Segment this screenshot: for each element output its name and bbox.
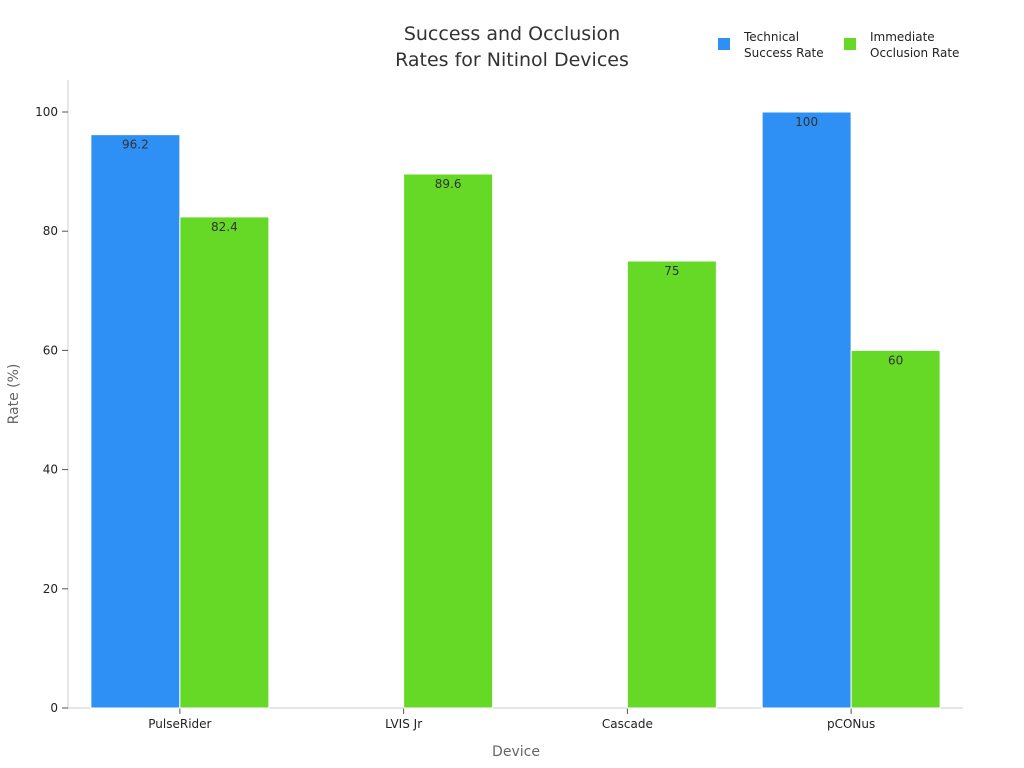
bars [90, 111, 941, 709]
bar [761, 111, 852, 709]
y-axis-title: Rate (%) [6, 364, 22, 425]
y-tick-label: 0 [50, 701, 58, 715]
bar [90, 134, 181, 709]
data-label: 89.6 [435, 177, 462, 191]
bar [403, 173, 494, 709]
data-label: 82.4 [211, 220, 238, 234]
legend-label-immediate-occlusion-line-1: Immediate [870, 30, 935, 44]
data-label: 100 [795, 115, 818, 129]
chart-title-line-1: Success and Occlusion [404, 23, 620, 45]
y-tick-label: 40 [43, 463, 58, 477]
y-tick-label: 20 [43, 582, 58, 596]
legend-swatch-immediate-occlusion [844, 38, 856, 50]
chart-title-line-2: Rates for Nitinol Devices [395, 49, 629, 71]
y-tick-label: 60 [43, 343, 58, 357]
bar [179, 216, 270, 709]
data-labels: 96.2 82.4 89.6 75 100 60 [122, 115, 903, 367]
legend-label-immediate-occlusion-line-2: Occlusion Rate [870, 46, 959, 60]
legend-label-technical-success-line-2: Success Rate [744, 46, 824, 60]
legend: Technical Success Rate Immediate Occlusi… [718, 30, 959, 60]
legend-label-technical-success-line-1: Technical [743, 30, 799, 44]
legend-swatch-technical-success [718, 38, 730, 50]
bar [850, 349, 941, 709]
y-axis-ticks: 0 20 40 60 80 100 [35, 105, 68, 715]
chart-title: Success and Occlusion Rates for Nitinol … [395, 23, 629, 71]
bar [626, 260, 717, 709]
x-tick-label: LVIS Jr [385, 717, 422, 731]
x-axis-title: Device [492, 744, 540, 760]
x-axis-ticks: PulseRider LVIS Jr Cascade pCONus [148, 708, 875, 731]
x-tick-label: Cascade [602, 717, 653, 731]
y-tick-label: 80 [43, 224, 58, 238]
x-tick-label: pCONus [827, 717, 875, 731]
data-label: 75 [664, 264, 679, 278]
data-label: 60 [888, 353, 903, 367]
data-label: 96.2 [122, 138, 149, 152]
y-tick-label: 100 [35, 105, 58, 119]
x-tick-label: PulseRider [148, 717, 211, 731]
